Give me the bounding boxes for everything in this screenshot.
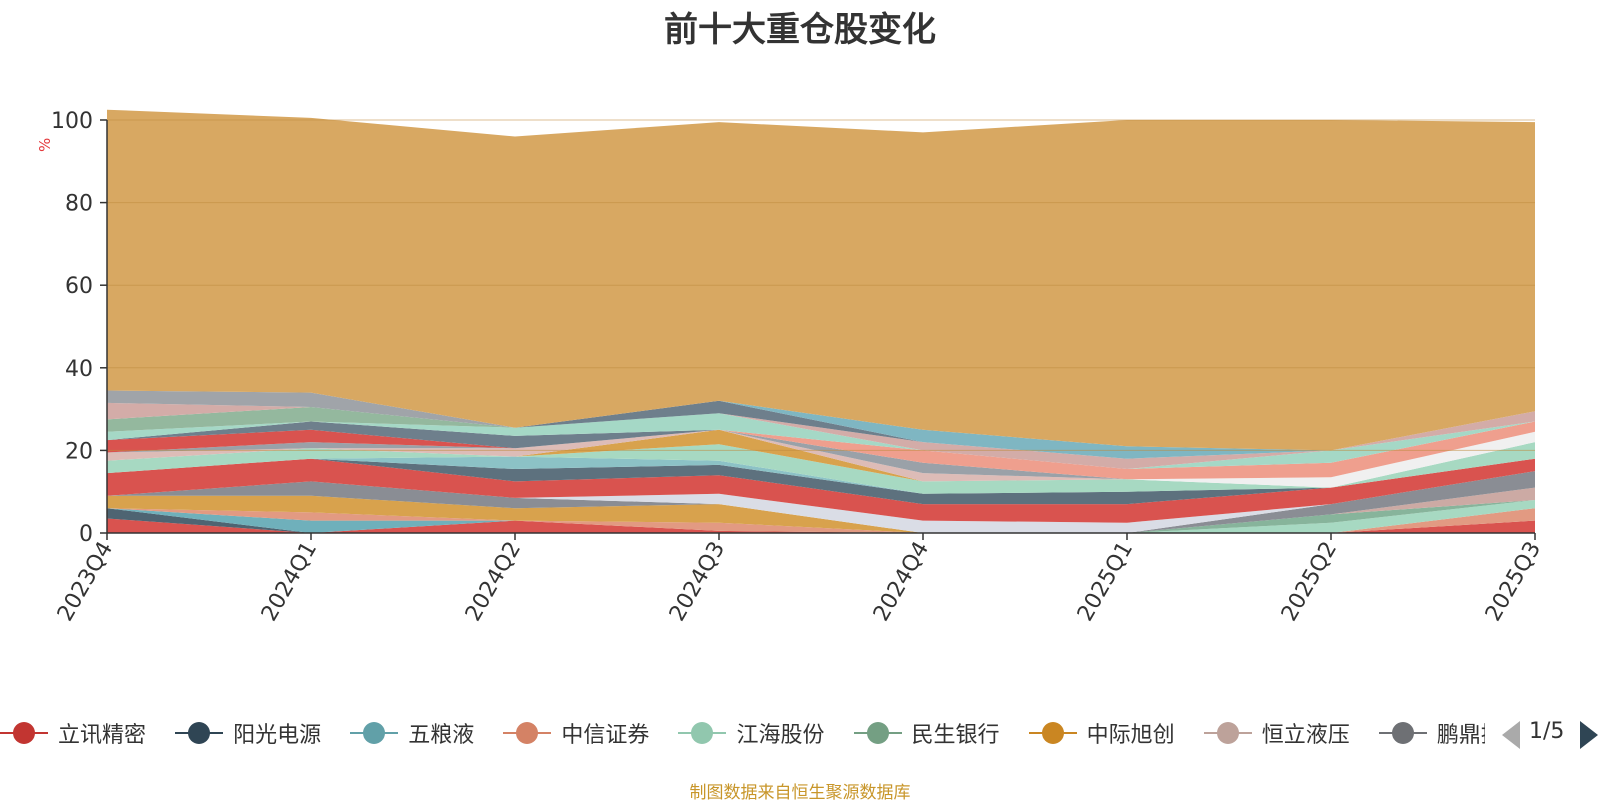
legend-label: 鹏鼎控股: [1436, 723, 1485, 748]
area-series-27: [107, 390, 1535, 451]
legend: 立讯精密 阳光电源 五粮液 中信证券 江海股份 民生银行 中际旭创 恒立液压 鹏…: [0, 713, 1485, 753]
legend-item-1[interactable]: 立讯精密: [0, 713, 146, 753]
area-series-28: [107, 109, 1535, 451]
x-tick-label: 2025Q2: [1277, 538, 1342, 626]
legend-prev-page-icon[interactable]: [1502, 721, 1520, 749]
y-tick-label: 80: [65, 192, 93, 217]
legend-label: 民生银行: [911, 723, 1000, 748]
legend-marker-icon: [853, 718, 902, 748]
legend-marker-icon: [1203, 718, 1252, 748]
x-tick-label: 2024Q2: [461, 538, 526, 626]
area-series-15: [107, 429, 1535, 488]
area-series-4: [107, 508, 1535, 533]
legend-label: 立讯精密: [58, 723, 147, 748]
area-series-23: [107, 407, 1535, 469]
legend-marker-icon: [1028, 718, 1077, 748]
legend-item-4[interactable]: 中信证券: [503, 713, 649, 753]
legend-marker-icon: [678, 718, 727, 748]
area-series-12: [107, 458, 1535, 505]
y-tick-label: 100: [51, 109, 93, 134]
legend-marker-icon: [1378, 718, 1427, 748]
legend-label: 中信证券: [561, 723, 650, 748]
legend-item-2[interactable]: 阳光电源: [175, 713, 321, 753]
legend-item-3[interactable]: 五粮液: [350, 713, 474, 753]
legend-label: 阳光电源: [233, 723, 322, 748]
grid-lines: [107, 119, 1535, 451]
x-tick-label: 2025Q3: [1481, 538, 1546, 626]
area-series-7: [107, 495, 1535, 533]
chart-title: 前十大重仓股变化: [664, 10, 936, 50]
area-series-20: [107, 421, 1535, 480]
legend-item-5[interactable]: 江海股份: [678, 713, 824, 753]
area-series-19: [107, 429, 1535, 480]
y-axis-label: %: [36, 137, 54, 152]
legend-label: 五粮液: [408, 723, 475, 748]
data-source-note: 制图数据来自恒生聚源数据库: [689, 783, 911, 803]
area-layers: [107, 109, 1535, 533]
y-tick-label: 60: [65, 274, 93, 299]
area-series-11: [107, 458, 1535, 523]
legend-item-9[interactable]: 鹏鼎控股: [1378, 713, 1485, 753]
legend-marker-icon: [503, 718, 552, 748]
x-tick-label: 2023Q4: [53, 538, 118, 626]
area-series-14: [107, 442, 1535, 494]
x-tick-label: 2024Q4: [869, 538, 934, 626]
area-series-22: [107, 413, 1535, 469]
legend-item-8[interactable]: 恒立液压: [1203, 713, 1350, 753]
y-tick-label: 0: [79, 522, 93, 547]
legend-page-indicator: 1/5: [1529, 719, 1565, 744]
legend-label: 恒立液压: [1261, 723, 1350, 748]
legend-item-6[interactable]: 民生银行: [853, 713, 1000, 753]
legend-marker-icon: [175, 718, 224, 748]
legend-marker-icon: [0, 718, 48, 748]
y-tick-label: 20: [65, 439, 93, 464]
area-series-13: [107, 456, 1535, 494]
legend-label: 中际旭创: [1086, 723, 1175, 748]
area-series-24: [107, 402, 1535, 469]
x-tick-label: 2025Q1: [1073, 538, 1138, 626]
legend-pager: 1/5: [1497, 717, 1600, 753]
legend-marker-icon: [350, 718, 399, 748]
legend-item-7[interactable]: 中际旭创: [1028, 713, 1175, 753]
area-series-1: [107, 518, 1535, 533]
legend-next-page-icon[interactable]: [1580, 721, 1598, 749]
y-tick-label: 40: [65, 357, 93, 382]
x-tick-label: 2024Q3: [665, 538, 730, 626]
legend-label: 江海股份: [736, 723, 825, 748]
x-tick-label: 2024Q1: [257, 538, 322, 626]
